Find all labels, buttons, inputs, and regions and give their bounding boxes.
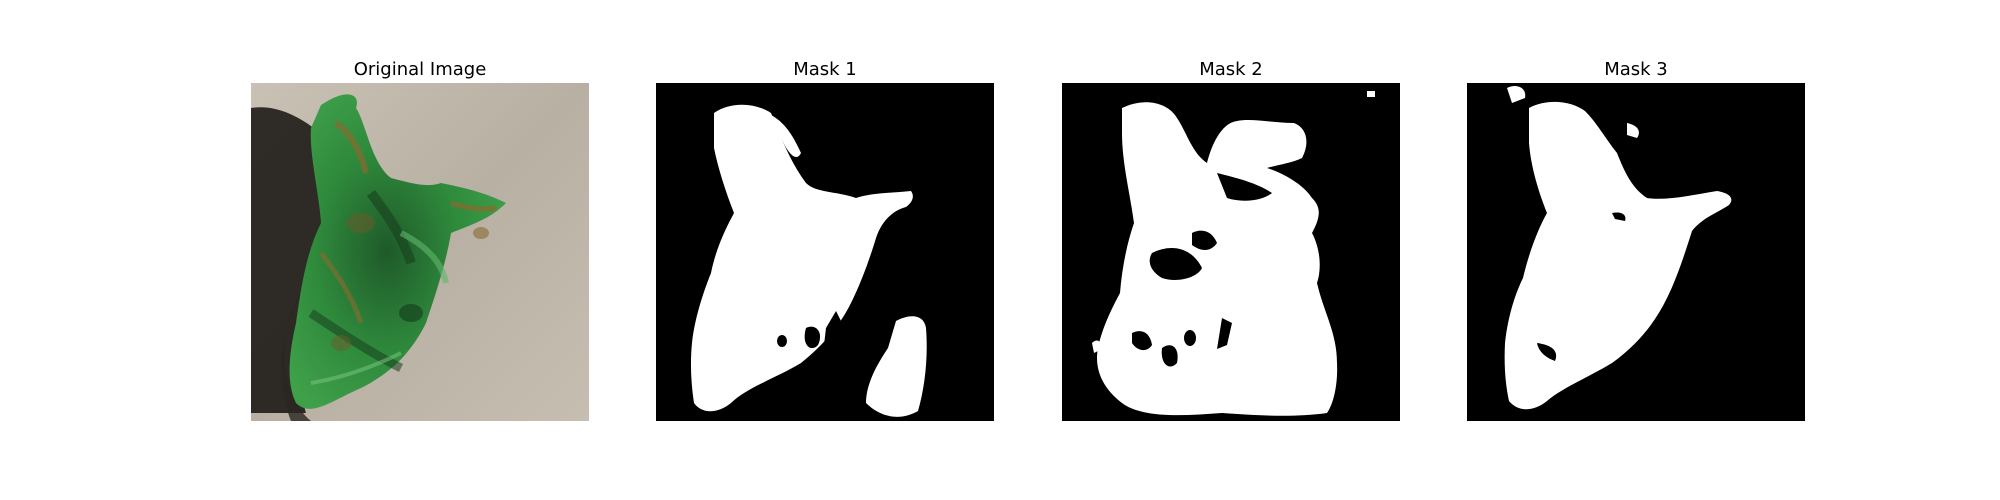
original-leaf-image: [251, 83, 589, 421]
mask-hole: [1149, 248, 1202, 280]
leaf-shadow: [251, 107, 334, 414]
panel-title: Mask 2: [1199, 59, 1263, 80]
mask-2-image: [1062, 83, 1400, 421]
panel-mask-3: Mask 3: [1467, 58, 1805, 421]
mask-foreground-blob: [866, 316, 927, 417]
panel-title: Mask 1: [793, 59, 857, 80]
mask-foreground: [1097, 102, 1338, 416]
mask-foreground: [1504, 101, 1732, 410]
panel-mask-2: Mask 2: [1062, 58, 1400, 421]
panel-title: Mask 3: [1604, 59, 1668, 80]
panel-mask-1: Mask 1: [656, 58, 994, 421]
mask-1-image: [656, 83, 994, 421]
mask-3-image: [1467, 83, 1805, 421]
panel-title: Original Image: [353, 59, 487, 80]
mask-foreground: [690, 104, 913, 412]
panel-original-image: Original Image: [251, 58, 589, 421]
